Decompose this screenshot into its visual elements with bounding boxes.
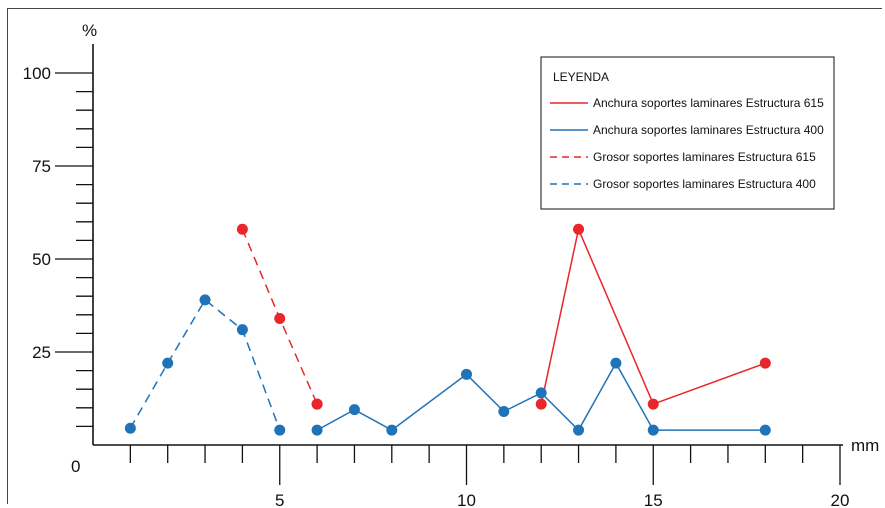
legend-title: LEYENDA bbox=[553, 70, 609, 84]
data-point bbox=[274, 313, 286, 325]
data-point bbox=[498, 406, 510, 418]
data-point bbox=[236, 324, 248, 336]
data-point bbox=[610, 357, 622, 369]
data-point bbox=[647, 398, 659, 410]
legend-label: Anchura soportes laminares Estructura 40… bbox=[593, 123, 824, 137]
data-point bbox=[759, 424, 771, 436]
data-point bbox=[573, 223, 585, 235]
data-point bbox=[311, 398, 323, 410]
x-tick-label: 15 bbox=[644, 491, 663, 508]
data-point bbox=[311, 424, 323, 436]
y-axis-ticks: 25 50 75 100 bbox=[23, 64, 93, 428]
series-line bbox=[316, 361, 766, 432]
data-point bbox=[236, 223, 248, 235]
series-3 bbox=[236, 223, 323, 410]
data-point bbox=[199, 294, 211, 306]
data-point bbox=[461, 368, 472, 380]
legend: LEYENDA Anchura soportes laminares Estru… bbox=[540, 56, 835, 210]
data-point bbox=[162, 357, 174, 369]
data-point bbox=[759, 357, 771, 369]
x-tick-label: 10 bbox=[457, 491, 476, 508]
y-tick-label: 100 bbox=[23, 64, 51, 83]
y-tick-label: 25 bbox=[32, 343, 51, 362]
series-4 bbox=[124, 294, 286, 436]
legend-label: Anchura soportes laminares Estructura 61… bbox=[593, 96, 824, 110]
data-point bbox=[348, 404, 360, 416]
data-point bbox=[573, 424, 585, 436]
x-axis-ticks: 5 10 15 20 bbox=[129, 445, 850, 508]
data-point bbox=[535, 398, 547, 410]
series-layer bbox=[124, 223, 771, 436]
legend-items: Anchura soportes laminares Estructura 61… bbox=[550, 96, 824, 191]
legend-label: Grosor soportes laminares Estructura 400 bbox=[593, 177, 816, 191]
data-point bbox=[386, 424, 398, 436]
x-axis-unit-label: mm bbox=[851, 436, 879, 455]
x-tick-label: 20 bbox=[831, 491, 850, 508]
legend-label: Grosor soportes laminares Estructura 615 bbox=[593, 150, 816, 164]
y-tick-label: 75 bbox=[32, 157, 51, 176]
data-point bbox=[535, 387, 547, 399]
origin-label: 0 bbox=[71, 457, 80, 476]
series-line bbox=[129, 298, 281, 431]
series-line bbox=[540, 226, 766, 406]
x-tick-label: 5 bbox=[275, 491, 284, 508]
legend-box bbox=[540, 56, 835, 210]
data-point bbox=[647, 424, 659, 436]
series-2 bbox=[311, 357, 771, 436]
y-tick-label: 50 bbox=[32, 250, 51, 269]
data-point bbox=[124, 422, 136, 434]
data-point bbox=[274, 424, 286, 436]
y-axis-unit-label: % bbox=[82, 21, 97, 40]
figure-frame bbox=[7, 8, 882, 504]
